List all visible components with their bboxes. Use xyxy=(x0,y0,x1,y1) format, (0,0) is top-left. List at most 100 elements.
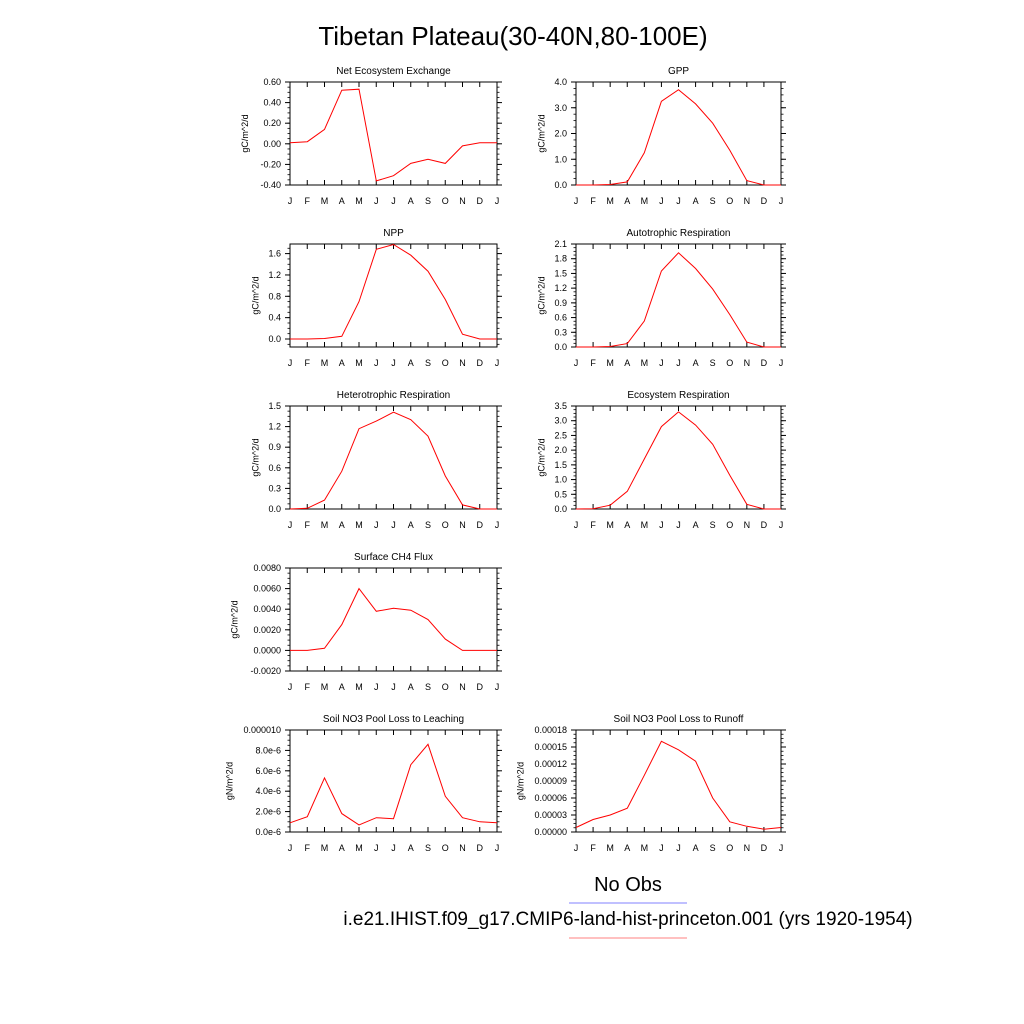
x-tick-label: N xyxy=(459,196,466,206)
panel-title: Net Ecosystem Exchange xyxy=(336,66,451,77)
x-tick-label: M xyxy=(355,196,363,206)
x-tick-label: A xyxy=(339,682,345,692)
x-tick-label: A xyxy=(624,196,630,206)
y-tick-label: 3.0 xyxy=(554,416,567,426)
x-tick-label: A xyxy=(693,520,699,530)
y-tick-label: 0.0060 xyxy=(253,584,281,594)
y-tick-label: 2.5 xyxy=(554,430,567,440)
legend-obs-label: No Obs xyxy=(594,874,662,896)
x-tick-label: F xyxy=(305,196,311,206)
x-tick-label: M xyxy=(641,196,649,206)
x-tick-label: J xyxy=(779,843,784,853)
x-tick-label: F xyxy=(590,358,596,368)
x-tick-label: J xyxy=(288,358,293,368)
y-axis-label: gC/m^2/d xyxy=(536,276,546,314)
y-tick-label: 0.6 xyxy=(554,313,567,323)
legend-model-label: i.e21.IHIST.f09_g17.CMIP6-land-hist-prin… xyxy=(343,909,912,930)
series-line xyxy=(576,252,781,348)
x-tick-label: F xyxy=(305,682,311,692)
x-tick-label: A xyxy=(624,520,630,530)
x-tick-label: D xyxy=(477,682,484,692)
y-tick-label: 0.0 xyxy=(554,504,567,514)
x-tick-label: F xyxy=(590,843,596,853)
x-tick-label: S xyxy=(710,520,716,530)
y-tick-label: 6.0e-6 xyxy=(255,766,281,776)
x-tick-label: O xyxy=(442,520,449,530)
x-tick-label: N xyxy=(744,358,751,368)
x-tick-label: J xyxy=(374,682,379,692)
y-tick-label: 0.60 xyxy=(263,77,281,87)
y-tick-label: 1.5 xyxy=(554,268,567,278)
y-tick-label: 0.40 xyxy=(263,98,281,108)
figure-title: Tibetan Plateau(30-40N,80-100E) xyxy=(318,21,707,51)
panel-title: Ecosystem Respiration xyxy=(627,390,729,401)
y-axis-label: gC/m^2/d xyxy=(536,114,546,152)
x-tick-label: J xyxy=(495,520,500,530)
plot-frame xyxy=(289,81,498,186)
x-tick-label: A xyxy=(339,843,345,853)
x-tick-label: S xyxy=(710,843,716,853)
y-tick-label: 0.0040 xyxy=(253,604,281,614)
x-tick-label: J xyxy=(779,358,784,368)
x-tick-label: S xyxy=(425,520,431,530)
x-tick-label: A xyxy=(339,196,345,206)
x-tick-label: A xyxy=(408,520,414,530)
x-tick-label: J xyxy=(676,358,681,368)
x-tick-label: S xyxy=(425,843,431,853)
y-tick-label: 0.000010 xyxy=(243,725,281,735)
x-tick-label: J xyxy=(391,358,396,368)
y-tick-label: 0.00009 xyxy=(534,776,567,786)
x-tick-label: J xyxy=(288,682,293,692)
x-tick-label: A xyxy=(408,843,414,853)
x-tick-label: F xyxy=(305,843,311,853)
x-tick-label: O xyxy=(726,358,733,368)
x-tick-label: J xyxy=(495,358,500,368)
y-tick-label: 1.5 xyxy=(554,460,567,470)
x-tick-label: D xyxy=(477,520,484,530)
y-tick-label: 1.6 xyxy=(268,249,281,259)
x-tick-label: J xyxy=(374,358,379,368)
x-tick-label: J xyxy=(391,843,396,853)
x-tick-label: J xyxy=(676,843,681,853)
panel-title: GPP xyxy=(668,66,689,77)
x-tick-label: J xyxy=(288,520,293,530)
x-tick-label: N xyxy=(744,520,751,530)
x-tick-label: N xyxy=(459,358,466,368)
y-tick-label: 0.00003 xyxy=(534,810,567,820)
x-tick-label: J xyxy=(659,843,664,853)
y-tick-label: 0.6 xyxy=(268,463,281,473)
plot-frame xyxy=(575,405,782,510)
y-axis-label: gC/m^2/d xyxy=(230,600,240,638)
x-tick-label: M xyxy=(641,358,649,368)
y-tick-label: 0.5 xyxy=(554,489,567,499)
y-tick-label: 2.0e-6 xyxy=(255,807,281,817)
y-tick-label: 1.5 xyxy=(268,401,281,411)
x-tick-label: O xyxy=(726,196,733,206)
y-tick-label: 4.0 xyxy=(554,77,567,87)
series-line xyxy=(290,587,497,651)
series-line xyxy=(575,411,781,510)
panel-title: Surface CH4 Flux xyxy=(354,552,433,563)
y-tick-label: 1.2 xyxy=(554,283,567,293)
panel-title: Soil NO3 Pool Loss to Leaching xyxy=(323,714,464,725)
x-tick-label: S xyxy=(425,682,431,692)
x-tick-label: O xyxy=(442,843,449,853)
x-tick-label: F xyxy=(590,520,596,530)
x-tick-label: D xyxy=(477,843,484,853)
panel-title: Soil NO3 Pool Loss to Runoff xyxy=(614,714,744,725)
y-tick-label: 0.9 xyxy=(268,442,281,452)
y-tick-label: 0.3 xyxy=(554,327,567,337)
x-tick-label: M xyxy=(641,843,649,853)
y-tick-label: 1.2 xyxy=(268,270,281,280)
x-tick-label: O xyxy=(726,843,733,853)
x-tick-label: D xyxy=(761,843,768,853)
x-tick-label: J xyxy=(288,843,293,853)
y-tick-label: 4.0e-6 xyxy=(255,786,281,796)
